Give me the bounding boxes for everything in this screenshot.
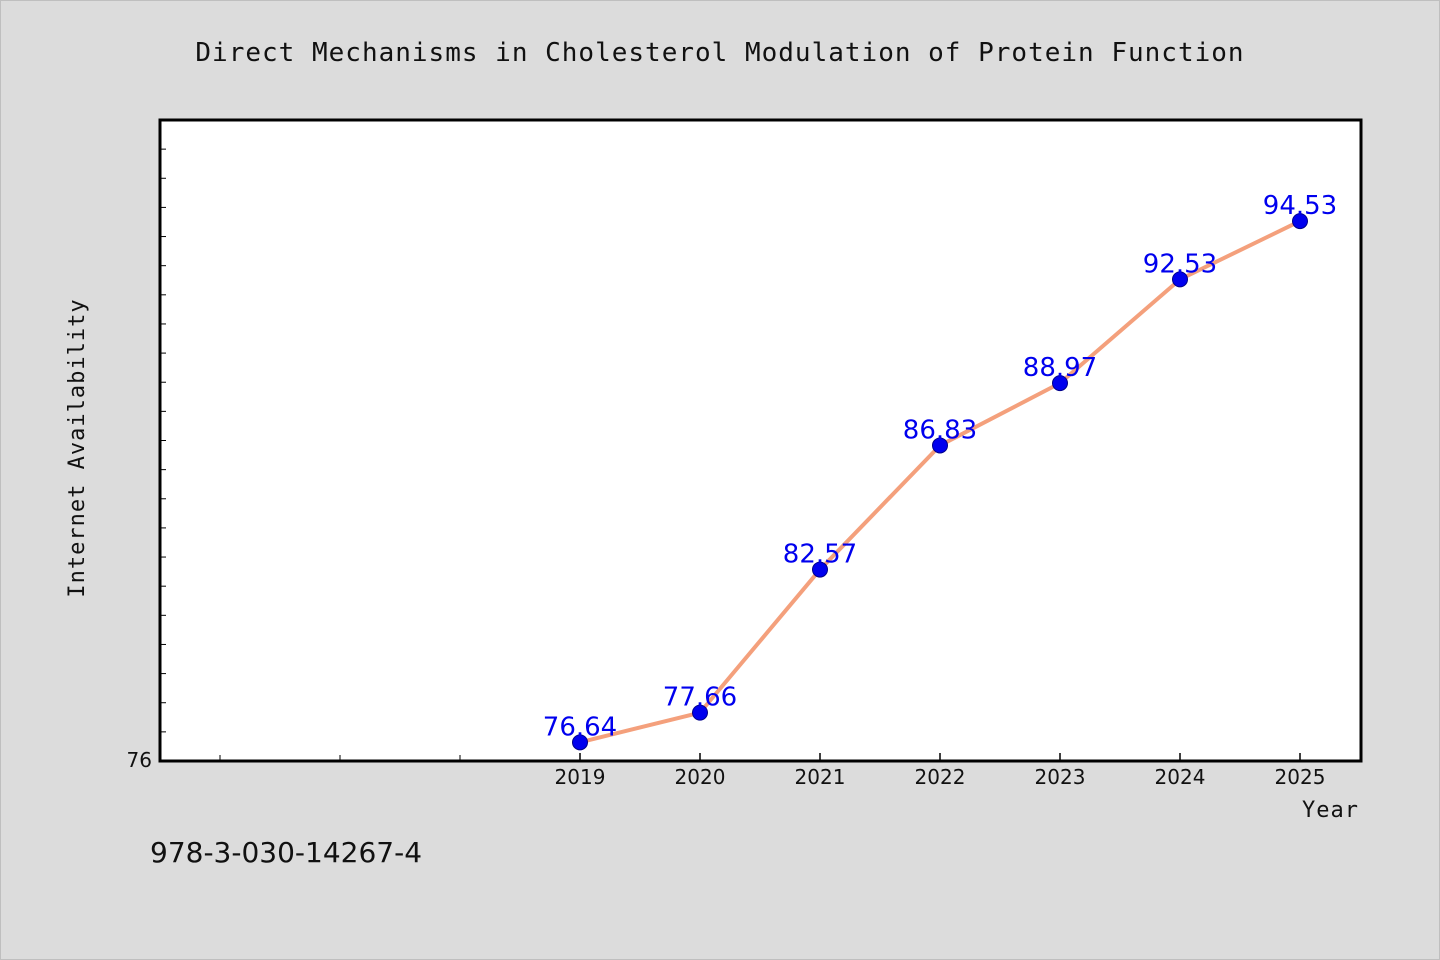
data-value-label: 92.53 (1143, 249, 1217, 279)
data-point (812, 561, 828, 578)
data-value-label: 76.64 (543, 712, 617, 742)
data-value-label: 77.66 (663, 683, 737, 713)
plot-area (158, 118, 1363, 763)
y-axis-tick-label: 76 (127, 748, 152, 772)
data-value-label: 88.97 (1023, 353, 1097, 383)
y-axis-minor-ticks (160, 148, 166, 733)
x-axis-tick-labels: 2019 2020 2021 2022 2023 2024 2025 (555, 765, 1326, 789)
data-value-label: 86.83 (903, 415, 977, 445)
data-point (572, 734, 588, 751)
x-tick-label: 2024 (1155, 765, 1206, 789)
data-point (1052, 375, 1068, 392)
isbn-annotation: 978-3-030-14267-4 (150, 836, 422, 869)
data-point (932, 437, 948, 454)
data-point (692, 704, 708, 721)
x-tick-label: 2022 (915, 765, 966, 789)
data-value-label: 94.53 (1263, 191, 1337, 221)
x-tick-label: 2021 (795, 765, 846, 789)
data-point (1292, 213, 1308, 230)
y-axis-label: Internet Availability (65, 298, 90, 597)
data-value-label: 82.57 (783, 540, 857, 570)
x-axis-ticks (219, 753, 1301, 761)
x-tick-label: 2020 (675, 765, 726, 789)
x-tick-label: 2019 (555, 765, 606, 789)
x-tick-label: 2023 (1035, 765, 1086, 789)
chart-title: Direct Mechanisms in Cholesterol Modulat… (195, 38, 1244, 68)
data-labels-group: 76.64 77.66 82.57 86.83 88.97 92.53 94.53 (543, 191, 1337, 742)
x-tick-label: 2025 (1275, 765, 1326, 789)
x-axis-label: Year (1302, 798, 1359, 823)
series-line-group (572, 213, 1308, 751)
data-point (1172, 271, 1188, 288)
